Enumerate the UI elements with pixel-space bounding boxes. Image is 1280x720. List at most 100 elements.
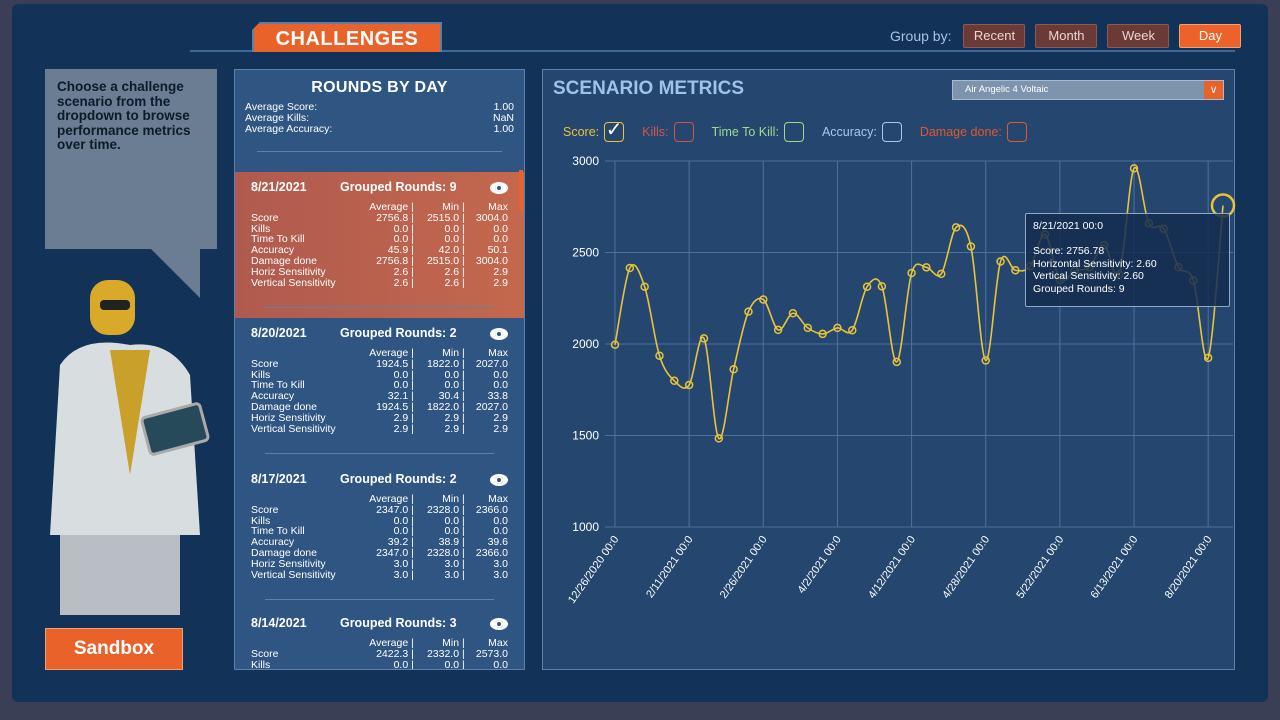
stat-cell: 3.0 | (393, 568, 414, 581)
round-date: 8/21/2021 (251, 180, 307, 194)
eye-icon[interactable] (490, 473, 508, 486)
stat-cell: 2328.0 | (426, 546, 465, 559)
tooltip-line (1033, 233, 1222, 246)
metric-toggle[interactable]: Score: ✓ (563, 119, 625, 142)
checkbox-checked-icon[interactable]: ✓ (604, 119, 625, 142)
summary-label: Average Accuracy: (245, 123, 333, 135)
stat-cell: 0.0 | (444, 379, 465, 392)
grouped-rounds: Grouped Rounds: 2 (339, 472, 457, 486)
tooltip-line: Horizontal Sensitivity: 2.60 (1033, 257, 1157, 270)
stat-cell: 0.0 (493, 368, 508, 381)
divider (265, 307, 494, 308)
y-tick-label: 1000 (572, 520, 599, 534)
summary-value: NaN (492, 112, 514, 124)
stat-cell: Time To Kill (251, 379, 305, 392)
metric-toggle[interactable]: Accuracy: (822, 122, 902, 142)
stat-row: Horiz Sensitivity 2.6 | 2.6 | 2.9 (251, 265, 508, 278)
stat-row: Accuracy 39.2 | 38.9 | 39.6 (251, 537, 508, 548)
stat-cell: Kills (251, 514, 271, 527)
sandbox-button[interactable]: Sandbox (45, 628, 183, 670)
stat-cell: 2332.0 | (426, 647, 465, 660)
eye-icon[interactable] (490, 181, 508, 194)
data-point (907, 268, 916, 278)
score-series-line (614, 166, 1224, 440)
stat-cell: 2573.0 (475, 647, 508, 660)
robot-mascot-image (50, 280, 210, 615)
stat-cell: 3.0 | (393, 557, 414, 570)
chevron-down-icon[interactable]: ∨ (1204, 81, 1223, 99)
metric-toggle[interactable]: Damage done: (920, 122, 1027, 142)
summary-row: Average Accuracy: 1.00 (245, 124, 514, 135)
data-point (803, 323, 813, 333)
eye-icon[interactable] (490, 617, 508, 630)
stat-cell: 0.0 | (444, 233, 465, 246)
scrollbar-thumb[interactable] (519, 170, 523, 210)
data-point (1011, 266, 1020, 275)
stat-row: Score 2347.0 | 2328.0 | 2366.0 (251, 503, 508, 516)
scenario-dropdown[interactable]: Air Angelic 4 Voltaic ∨ (952, 80, 1224, 100)
stat-cell: 2366.0 (475, 503, 508, 516)
round-card[interactable]: 8/20/2021 Grouped Rounds: 2 Average | Min |… (235, 318, 524, 464)
grouped-rounds: Grouped Rounds: 9 (339, 180, 457, 194)
stat-cell: 3.0 | (444, 557, 465, 570)
stat-cell: 45.9 | (387, 244, 414, 257)
eye-icon[interactable] (490, 327, 508, 340)
round-date: 8/17/2021 (251, 472, 307, 486)
column-header: Max (488, 493, 508, 505)
data-point (699, 334, 709, 343)
stat-cell: 2.9 | (393, 411, 414, 424)
checkbox-icon[interactable] (881, 122, 902, 142)
column-header: Min | (442, 493, 465, 505)
round-card[interactable]: 8/17/2021 Grouped Rounds: 2 Average | Min |… (235, 464, 524, 610)
group-day-button[interactable]: Day (1179, 24, 1242, 48)
data-point (788, 309, 798, 318)
divider (190, 50, 1235, 52)
stat-cell: Kills (251, 658, 271, 670)
metric-toggles: Score: ✓ Kills: Time To Kill: Accuracy: Damag… (563, 119, 1035, 142)
checkbox-icon[interactable] (673, 122, 694, 142)
data-point (670, 376, 679, 386)
x-tick-label: 8/20/2021 00:0 (1163, 534, 1215, 601)
round-card[interactable]: 8/14/2021 Grouped Rounds: 3 Average | Min |… (235, 610, 524, 670)
data-point (892, 357, 902, 367)
stat-cell: 2515.0 | (426, 254, 465, 267)
x-tick-label: 4/2/2021 00:0 (795, 534, 843, 596)
stat-cell: Score (251, 357, 279, 370)
stat-cell: 0.0 | (393, 222, 414, 235)
data-point (640, 282, 649, 291)
stat-cell: 0.0 | (444, 222, 465, 235)
metric-label: Accuracy: (821, 125, 877, 139)
data-point (1203, 353, 1213, 363)
stat-cell: 0.0 | (393, 658, 414, 670)
stat-cell: 2.9 | (444, 411, 465, 424)
group-recent-button[interactable]: Recent (963, 24, 1026, 48)
stat-cell: 32.1 | (387, 390, 414, 403)
grouped-rounds: Grouped Rounds: 3 (339, 616, 457, 630)
data-point (744, 307, 753, 316)
stat-cell: 2.6 | (444, 265, 465, 278)
stat-cell: Time To Kill (251, 525, 305, 538)
checkbox-icon[interactable] (1006, 122, 1027, 142)
stat-cell: 2756.8 | (376, 254, 414, 267)
y-tick-label: 2000 (572, 337, 599, 351)
metric-toggle[interactable]: Time To Kill: (712, 122, 804, 142)
stat-cell: 1822.0 | (426, 400, 465, 413)
rounds-summary: Average Score: 1.00 Average Kills: NaN Avera… (235, 102, 524, 135)
group-week-button[interactable]: Week (1107, 24, 1170, 48)
stat-cell: 2.9 (493, 265, 508, 278)
stat-cell: Score (251, 211, 279, 224)
stat-row: Kills 0.0 | 0.0 | 0.0 (251, 658, 508, 670)
checkbox-icon[interactable] (783, 122, 804, 142)
column-header: Min | (442, 637, 465, 649)
stat-cell: 2347.0 | (376, 503, 414, 516)
y-tick-label: 1500 (572, 429, 599, 443)
stat-cell: 2.6 | (393, 276, 414, 289)
column-header: Average | (369, 493, 414, 505)
round-stats-table: Average | Min | Max Score 2756.8 | 2515.0 | 30… (251, 202, 508, 288)
round-card[interactable]: 8/21/2021 Grouped Rounds: 9 Average | Min |… (235, 172, 524, 318)
stat-cell: 0.0 | (444, 658, 465, 670)
metric-toggle[interactable]: Kills: (642, 122, 694, 142)
group-month-button[interactable]: Month (1035, 24, 1098, 48)
data-point (1129, 164, 1139, 173)
tab-challenges[interactable]: CHALLENGES (252, 22, 442, 52)
